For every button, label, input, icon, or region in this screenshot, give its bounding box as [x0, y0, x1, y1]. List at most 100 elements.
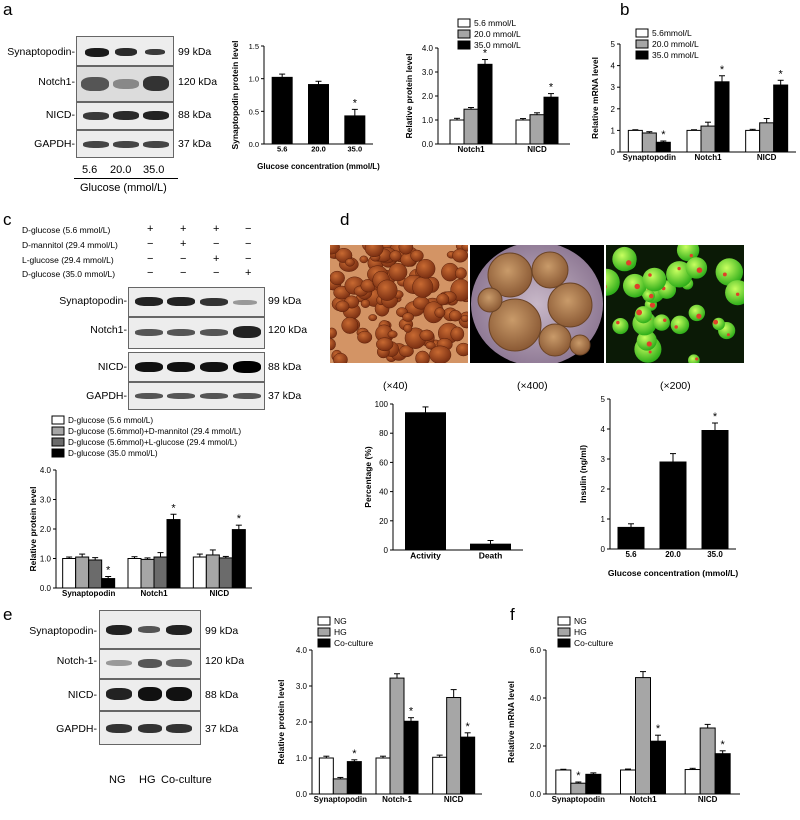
islet-cell — [415, 350, 430, 363]
x-tick-label: 35.0 — [348, 145, 363, 154]
bar — [375, 757, 391, 795]
y-tick-label: 80 — [379, 429, 388, 438]
red-stain-dot — [696, 313, 702, 319]
y-tick-label: 1.0 — [296, 754, 308, 763]
y-tick-label: 0 — [384, 546, 389, 555]
kda-label: 120 kDa — [268, 324, 308, 336]
blot-row-label: NICD- — [67, 689, 97, 701]
x-tick-label: Notch1 — [140, 589, 168, 598]
significance-star: * — [353, 97, 358, 109]
blot-row-label: Notch1- — [90, 324, 127, 336]
y-tick-label: 0.0 — [530, 790, 542, 799]
legend-label: 5.6 mmol/L — [474, 18, 516, 28]
kda-label: 88 kDa — [268, 361, 302, 373]
y-tick-label: 1.0 — [422, 116, 434, 125]
blot-strip — [76, 102, 174, 130]
bar — [477, 63, 493, 145]
stained-islet — [606, 268, 620, 296]
legend-swatch — [317, 638, 331, 648]
islet-cluster — [569, 334, 591, 356]
blot-row-label: NICD- — [97, 361, 127, 373]
x-axis-label: Glucose concentration (mmol/L) — [257, 162, 380, 171]
legend-swatch — [317, 627, 331, 637]
red-stain-dot — [648, 350, 652, 354]
chart-notch-protein: 0.0 1.0 2.0 3.0 4.0 Relative protein level * No… — [404, 18, 570, 154]
kda-label: 99 kDa — [178, 46, 212, 58]
bar — [655, 141, 671, 153]
y-axis-label: Relative protein level — [404, 53, 414, 138]
x-tick-label: 20.0 — [665, 550, 681, 559]
legend-label: HG — [334, 627, 347, 637]
legend-swatch — [457, 40, 471, 50]
stained-islet — [685, 257, 708, 279]
bar — [686, 129, 702, 153]
islet-cell — [461, 245, 468, 252]
blot-strip — [99, 711, 201, 745]
islet-cell — [335, 300, 350, 313]
legend-swatch — [51, 448, 65, 458]
blot-row-label: GAPDH- — [34, 138, 75, 150]
red-stain-dot — [677, 266, 681, 271]
stained-islet — [715, 258, 744, 286]
blot-row-label: NICD- — [45, 109, 75, 121]
lane-divider — [74, 178, 178, 179]
bar — [627, 129, 643, 153]
y-tick-label: 3 — [601, 455, 606, 464]
panel-letter-c: c — [3, 210, 12, 229]
y-tick-label: 1.5 — [249, 42, 259, 51]
bar — [218, 557, 233, 589]
bar — [570, 782, 587, 795]
bar — [153, 556, 168, 589]
chart-insulin: 0 1 2 3 4 5 Insulin (ng/ml) 5.6 20.0 * 35.0 Glucose… — [578, 395, 739, 578]
blot-xlabel: Glucose (mmol/L) — [80, 182, 167, 194]
blot-strip — [99, 679, 201, 711]
x-tick-label: 5.6 — [625, 550, 637, 559]
legend-label: 35.0 mmol/L — [652, 50, 699, 60]
red-stain-dot — [713, 319, 719, 325]
x-tick-label: Synaptopodin — [314, 795, 367, 804]
bar — [700, 125, 716, 153]
legend-label: 20.0 mmol/L — [474, 29, 521, 39]
bar — [403, 720, 419, 795]
bar — [714, 753, 731, 795]
legend-swatch — [557, 616, 571, 626]
x-tick-label: NICD — [210, 589, 230, 598]
legend-swatch — [457, 29, 471, 39]
kda-label: 37 kDa — [268, 390, 302, 402]
bar — [449, 119, 465, 145]
bar — [773, 84, 789, 153]
bar — [88, 559, 103, 589]
x-axis-label: Glucose concentration (mmol/L) — [608, 568, 739, 578]
treatment-mark: − — [147, 267, 154, 279]
red-stain-dot — [649, 293, 654, 299]
islet-cell — [402, 312, 414, 322]
chart-mrna-b: 0 1 2 3 4 5 Relative mRNA level * Synaptopodin * N… — [590, 28, 796, 162]
islet-cell — [345, 258, 355, 267]
islet-cell — [403, 323, 413, 333]
y-tick-label: 5 — [611, 40, 616, 49]
bar — [205, 554, 220, 589]
y-tick-label: 4.0 — [422, 44, 434, 53]
blot-strip — [76, 66, 174, 102]
bar — [432, 756, 448, 795]
x-tick-label: Notch1 — [457, 145, 485, 154]
bar — [405, 412, 446, 551]
y-tick-label: 1 — [611, 126, 616, 135]
red-stain-dot — [663, 318, 667, 322]
kda-label: 88 kDa — [178, 109, 212, 121]
red-stain-dot — [726, 333, 730, 337]
bar — [271, 76, 293, 145]
y-axis-label: Relative mRNA level — [506, 681, 516, 763]
bar — [389, 677, 405, 795]
legend-label: D-glucose (5.6mmol)+L-glucose (29.4 mmol… — [68, 438, 237, 447]
stained-islet — [653, 314, 670, 331]
islet-cell — [359, 255, 369, 264]
legend-swatch — [457, 18, 471, 28]
y-tick-label: 2 — [601, 485, 606, 494]
y-tick-label: 40 — [379, 488, 388, 497]
legend-label: Co-culture — [574, 638, 613, 648]
treatment-label: L-glucose (29.4 mmol/L) — [22, 255, 114, 265]
islet-cell — [415, 259, 436, 279]
islet-cell — [436, 293, 450, 306]
bar — [585, 773, 602, 795]
